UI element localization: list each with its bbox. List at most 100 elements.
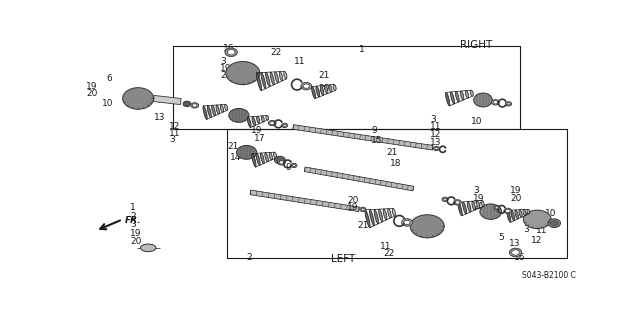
Ellipse shape [474, 93, 492, 107]
Ellipse shape [435, 148, 438, 149]
Ellipse shape [227, 50, 235, 55]
Text: 1: 1 [131, 203, 136, 212]
Text: 14: 14 [230, 153, 241, 162]
Text: 22: 22 [384, 250, 395, 259]
Ellipse shape [480, 204, 502, 219]
Text: 10: 10 [472, 117, 483, 126]
Text: 13: 13 [430, 138, 442, 147]
Ellipse shape [404, 220, 410, 225]
Ellipse shape [495, 207, 499, 209]
Ellipse shape [383, 209, 387, 220]
Text: 11: 11 [169, 129, 180, 138]
Polygon shape [305, 167, 413, 191]
Text: 22: 22 [271, 48, 282, 57]
Text: LEFT: LEFT [332, 254, 356, 264]
Ellipse shape [548, 219, 561, 228]
Text: 3: 3 [473, 186, 479, 195]
Ellipse shape [257, 116, 260, 124]
Ellipse shape [225, 48, 237, 57]
Ellipse shape [379, 209, 383, 222]
Ellipse shape [492, 100, 499, 105]
Ellipse shape [212, 105, 216, 116]
Text: 3: 3 [430, 115, 436, 124]
Ellipse shape [256, 153, 260, 165]
Ellipse shape [454, 200, 461, 205]
Text: 5: 5 [499, 233, 504, 242]
Ellipse shape [455, 201, 460, 204]
Text: 15: 15 [371, 136, 383, 145]
Ellipse shape [301, 82, 312, 90]
Ellipse shape [467, 202, 471, 212]
Ellipse shape [465, 91, 468, 98]
Text: 16: 16 [223, 44, 235, 53]
Ellipse shape [191, 103, 198, 108]
Text: 20: 20 [348, 196, 359, 204]
Text: 12: 12 [531, 236, 543, 245]
Text: 3: 3 [524, 225, 529, 234]
Ellipse shape [410, 215, 444, 238]
Ellipse shape [229, 108, 249, 122]
Ellipse shape [507, 210, 511, 222]
Ellipse shape [248, 117, 251, 127]
Text: 21: 21 [386, 148, 397, 157]
Ellipse shape [374, 209, 378, 224]
Text: 17: 17 [254, 134, 266, 143]
Ellipse shape [292, 164, 296, 166]
Ellipse shape [442, 197, 448, 202]
Ellipse shape [506, 102, 511, 106]
Ellipse shape [477, 201, 480, 208]
Text: 19: 19 [348, 203, 359, 212]
Text: 11: 11 [430, 123, 442, 132]
Ellipse shape [275, 72, 278, 83]
Text: FR.: FR. [125, 216, 141, 225]
Ellipse shape [362, 208, 364, 211]
Ellipse shape [123, 88, 154, 109]
Polygon shape [292, 125, 433, 150]
Text: 13: 13 [154, 113, 165, 122]
Ellipse shape [458, 202, 462, 216]
Ellipse shape [270, 72, 275, 85]
Polygon shape [153, 95, 181, 105]
Text: 3: 3 [131, 220, 136, 229]
Text: 11: 11 [294, 57, 305, 66]
Ellipse shape [284, 71, 287, 79]
Ellipse shape [291, 163, 297, 168]
Ellipse shape [275, 156, 285, 164]
Text: RIGHT: RIGHT [460, 40, 492, 50]
Ellipse shape [402, 219, 412, 226]
Text: 3: 3 [169, 135, 175, 144]
Ellipse shape [333, 84, 336, 90]
Ellipse shape [140, 244, 156, 252]
Ellipse shape [527, 209, 530, 214]
Text: 6: 6 [106, 74, 112, 83]
Text: 20: 20 [510, 194, 522, 203]
Ellipse shape [511, 210, 515, 221]
Ellipse shape [506, 209, 510, 212]
Ellipse shape [507, 103, 510, 105]
Text: 12: 12 [430, 130, 442, 139]
Ellipse shape [279, 161, 284, 164]
Ellipse shape [220, 105, 223, 112]
Text: 2: 2 [131, 212, 136, 221]
Ellipse shape [237, 145, 257, 159]
Ellipse shape [369, 210, 374, 226]
Ellipse shape [504, 208, 511, 213]
Ellipse shape [282, 123, 288, 128]
Text: 19: 19 [220, 64, 232, 73]
Ellipse shape [276, 158, 284, 162]
Ellipse shape [481, 200, 484, 206]
Ellipse shape [207, 106, 211, 117]
Ellipse shape [320, 86, 324, 95]
Ellipse shape [283, 124, 286, 126]
Ellipse shape [494, 206, 500, 210]
Ellipse shape [463, 202, 467, 214]
Ellipse shape [388, 209, 391, 218]
Ellipse shape [324, 85, 328, 94]
Ellipse shape [225, 104, 228, 110]
Ellipse shape [279, 72, 283, 81]
Text: 11: 11 [380, 242, 392, 251]
Text: 1: 1 [359, 45, 365, 54]
Ellipse shape [445, 92, 450, 106]
Ellipse shape [261, 116, 264, 122]
Ellipse shape [312, 87, 316, 99]
